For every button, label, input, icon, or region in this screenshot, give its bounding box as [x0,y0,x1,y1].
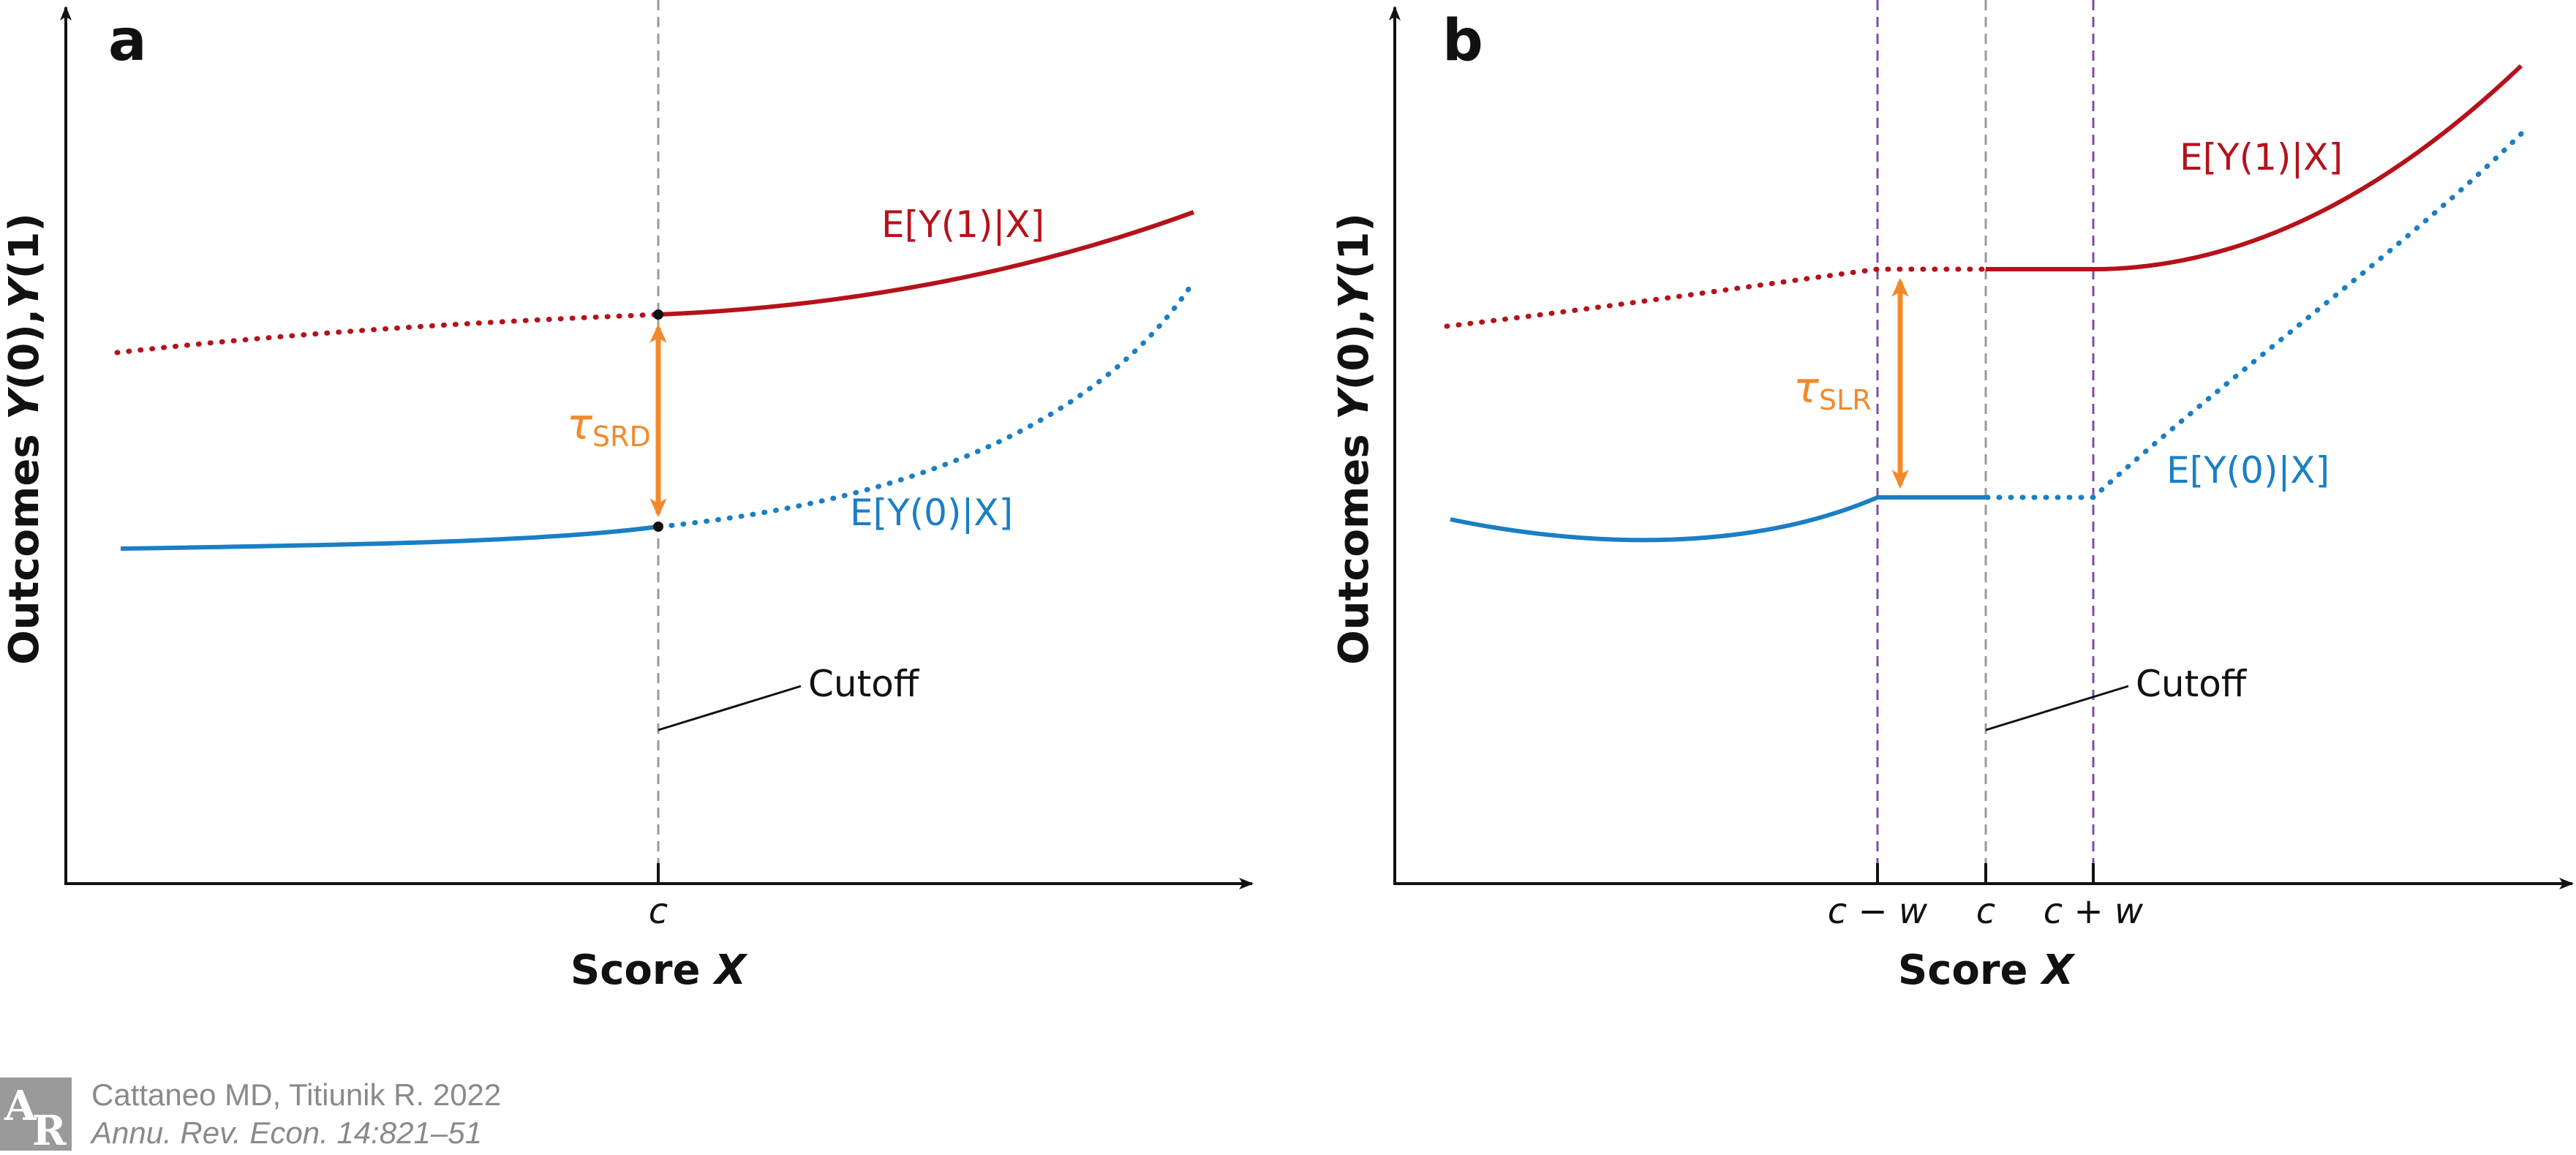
citation-authors: Cattaneo MD, Titiunik R. 2022 [91,1077,502,1112]
panel-a-treated-dotted [114,312,660,355]
panel-b-y-title-var0: Y [1330,386,1378,420]
panel-b-label-control: E[Y(0)|X] [2166,449,2330,492]
panel-b-treated-dotted [1444,266,1989,329]
panel-b-y-axis-title: Outcomes Y(0),Y(1) [1330,213,1378,665]
panel-a-y-title-post: (1) [1,213,48,279]
citation-journal: Annu. Rev. Econ. 14:821–51 [91,1116,482,1150]
logo-letter-r: R [32,1107,67,1155]
panel-b-y-title-mid: (0), [1330,309,1378,390]
panel-b-y-title-pre: Outcomes [1330,420,1378,665]
panel-a-treated-solid [658,210,1195,317]
panel-a-label-treated: E[Y(1)|X] [881,203,1044,246]
citation-credit: A R Cattaneo MD, Titiunik R. 2022 Annu. … [0,1072,658,1155]
panel-a-y-title-var1: Y [1,275,48,309]
panel-b-label-treated: E[Y(1)|X] [2180,136,2343,178]
panel-b-tau-label: τSLR [1793,363,1872,416]
panel-a-cutoff-leader [658,685,802,731]
panel-b-tau-sub: SLR [1819,384,1872,416]
panel-b-treated-solid [1986,64,2523,271]
panel-a-x-axis-title-text: Score [570,947,715,994]
panel-b-tick-c: c [1976,891,1995,932]
panel-a-x-axis-var: X [712,947,748,994]
panel-b-cutoff-leader [1985,685,2129,731]
panel-a-x-axis-title: Score X [570,947,748,994]
panel-b-cutoff-label: Cutoff [2136,663,2248,705]
panel-a-tau-sub: SRD [592,421,651,453]
panel-b-x-axis-title: Score X [1898,947,2076,994]
panel-b-letter: b [1442,8,1483,74]
panel-a-control-solid [120,524,659,551]
panel-b-tau-symbol: τ [1793,363,1820,413]
panel-b: b τSLR E[Y(1)|X] E[Y(0)|X] Cutoff c − w … [1330,0,2574,994]
logo-letter-a: A [4,1082,37,1130]
panel-a-y-axis-title: Outcomes Y(0),Y(1) [1,213,48,665]
panel-a-y-title-var0: Y [1,386,48,420]
panel-a-point-control [653,522,663,532]
panel-b-y-title-var1: Y [1330,275,1378,309]
panel-a-label-control: E[Y(0)|X] [850,492,1013,534]
annual-reviews-logo: A R [0,1077,72,1155]
panel-a-cutoff-label: Cutoff [808,663,920,705]
panel-a-point-treated [653,309,663,320]
panel-a-letter: a [108,8,147,74]
panel-a-tau-symbol: τ [567,399,593,449]
panel-a-y-title-mid: (0), [1,309,48,390]
panel-a-y-title-pre: Outcomes [1,420,48,665]
panel-b-tick-c-minus-w: c − w [1828,891,1928,932]
panel-a: a τSRD E[Y(1)|X] E[Y(0)|X] Cutoff c Scor… [1,0,1254,994]
panel-b-x-axis-var: X [2040,947,2076,994]
panel-a-control-dotted [657,279,1197,530]
panel-b-control-dotted [1984,129,2526,500]
panel-a-tau-label: τSRD [567,399,651,453]
panel-b-control-solid [1450,495,1986,543]
panel-b-tick-c-plus-w: c + w [2044,891,2144,932]
panel-b-x-axis-title-text: Score [1898,947,2042,994]
panel-b-y-title-post: (1) [1330,213,1378,279]
panel-a-tick-c: c [649,891,668,932]
